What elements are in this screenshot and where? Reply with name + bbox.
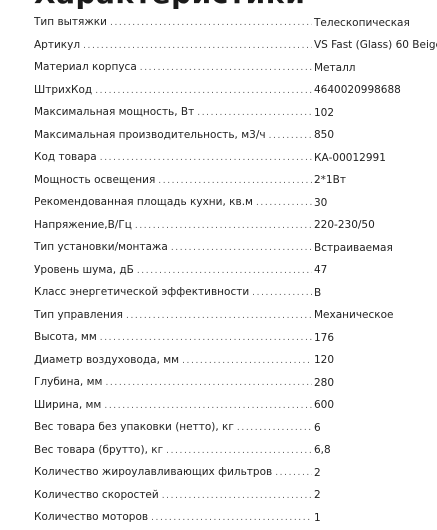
spec-label: Тип вытяжки xyxy=(34,16,110,30)
dot-leader xyxy=(100,332,312,345)
spec-value: B xyxy=(314,286,322,299)
spec-row: Материал корпуса Металл xyxy=(34,57,437,80)
spec-value: Механическое xyxy=(314,309,394,322)
spec-row: Глубина, мм 280 xyxy=(34,372,437,395)
spec-row: Ширина, мм 600 xyxy=(34,395,437,418)
spec-value: 600 xyxy=(314,399,335,412)
spec-label: Материал корпуса xyxy=(34,61,140,75)
spec-row: Напряжение,В/Гц 220-230/50 xyxy=(34,215,437,238)
spec-label: Тип управления xyxy=(34,308,126,322)
spec-label: Вес товара без упаковки (нетто), кг xyxy=(34,421,237,435)
spec-label: Артикул xyxy=(34,38,84,52)
spec-row: Артикул VS Fast (Glass) 60 Beige xyxy=(34,35,437,58)
dot-leader xyxy=(237,422,312,435)
dot-leader xyxy=(95,85,312,98)
page-heading: Характеристики xyxy=(34,0,305,8)
spec-value: 4640020998688 xyxy=(314,84,401,97)
spec-label: Рекомендованная площадь кухни, кв.м xyxy=(34,196,256,210)
spec-value: 850 xyxy=(314,129,335,142)
dot-leader xyxy=(137,265,312,278)
spec-label: Уровень шума, дБ xyxy=(34,263,137,277)
spec-value: Телескопическая xyxy=(314,16,410,29)
dot-leader xyxy=(162,490,312,503)
spec-value: 2*1Вт xyxy=(314,174,346,187)
spec-value: 102 xyxy=(314,106,335,119)
spec-value: КА-00012991 xyxy=(314,151,386,164)
spec-label: Количество моторов xyxy=(34,511,152,525)
spec-row: Максимальная производительность, м3/ч 85… xyxy=(34,125,437,148)
dot-leader xyxy=(126,310,312,323)
spec-value: 220-230/50 xyxy=(314,219,375,232)
dot-leader xyxy=(158,175,312,188)
spec-value: 176 xyxy=(314,331,335,344)
spec-value: Встраиваемая xyxy=(314,241,393,254)
spec-row: Код товара КА-00012991 xyxy=(34,147,437,170)
specifications-list: Тип вытяжки Телескопическая Артикул VS F… xyxy=(34,12,437,530)
spec-label: Количество жироулавливающих фильтров xyxy=(34,466,276,480)
spec-label: Высота, мм xyxy=(34,331,100,345)
spec-row: Количество жироулавливающих фильтров 2 xyxy=(34,462,437,485)
spec-row: Тип управления Механическое xyxy=(34,305,437,328)
spec-row: Высота, мм 176 xyxy=(34,327,437,350)
spec-value: 120 xyxy=(314,354,335,367)
spec-value: 280 xyxy=(314,376,335,389)
dot-leader xyxy=(110,17,312,30)
spec-row: Класс энергетической эффективности B xyxy=(34,282,437,305)
spec-label: Напряжение,В/Гц xyxy=(34,218,135,232)
spec-label: Количество скоростей xyxy=(34,488,162,502)
dot-leader xyxy=(256,197,312,210)
dot-leader xyxy=(151,512,312,525)
spec-value: 2 xyxy=(314,489,321,502)
dot-leader xyxy=(140,62,312,75)
spec-label: Вес товара (брутто), кг xyxy=(34,443,167,457)
dot-leader xyxy=(197,107,312,120)
spec-row: ШтрихКод 4640020998688 xyxy=(34,80,437,103)
spec-value: VS Fast (Glass) 60 Beige xyxy=(314,39,437,52)
dot-leader xyxy=(83,40,312,53)
spec-row: Вес товара (брутто), кг 6,8 xyxy=(34,440,437,463)
spec-value: Металл xyxy=(314,61,356,74)
spec-label: Класс энергетической эффективности xyxy=(34,286,253,300)
spec-row: Максимальная мощность, Вт 102 xyxy=(34,102,437,125)
spec-label: Мощность освещения xyxy=(34,173,159,187)
spec-row: Уровень шума, дБ 47 xyxy=(34,260,437,283)
spec-value: 6 xyxy=(314,421,321,434)
dot-leader xyxy=(105,377,312,390)
spec-row: Тип установки/монтажа Встраиваемая xyxy=(34,237,437,260)
spec-row: Мощность освещения 2*1Вт xyxy=(34,170,437,193)
spec-row: Тип вытяжки Телескопическая xyxy=(34,12,437,35)
spec-label: Диаметр воздуховода, мм xyxy=(34,353,183,367)
spec-value: 47 xyxy=(314,264,328,277)
dot-leader xyxy=(182,355,312,368)
dot-leader xyxy=(166,445,312,458)
spec-row: Рекомендованная площадь кухни, кв.м 30 xyxy=(34,192,437,215)
dot-leader xyxy=(135,220,312,233)
spec-row: Количество скоростей 2 xyxy=(34,485,437,508)
spec-label: Код товара xyxy=(34,151,100,165)
spec-label: Тип установки/монтажа xyxy=(34,241,171,255)
dot-leader xyxy=(100,152,312,165)
dot-leader xyxy=(252,287,312,300)
dot-leader xyxy=(269,130,312,143)
spec-value: 6,8 xyxy=(314,444,331,457)
spec-value: 30 xyxy=(314,196,328,209)
spec-row: Диаметр воздуховода, мм 120 xyxy=(34,350,437,373)
dot-leader xyxy=(104,400,312,413)
spec-label: Глубина, мм xyxy=(34,376,106,390)
dot-leader xyxy=(171,242,312,255)
spec-row: Вес товара без упаковки (нетто), кг 6 xyxy=(34,417,437,440)
spec-value: 2 xyxy=(314,466,321,479)
spec-label: ШтрихКод xyxy=(34,83,96,97)
spec-label: Максимальная мощность, Вт xyxy=(34,106,198,120)
dot-leader xyxy=(275,467,312,480)
spec-label: Ширина, мм xyxy=(34,398,105,412)
spec-row: Количество моторов 1 xyxy=(34,507,437,530)
spec-value: 1 xyxy=(314,511,321,524)
spec-label: Максимальная производительность, м3/ч xyxy=(34,128,269,142)
